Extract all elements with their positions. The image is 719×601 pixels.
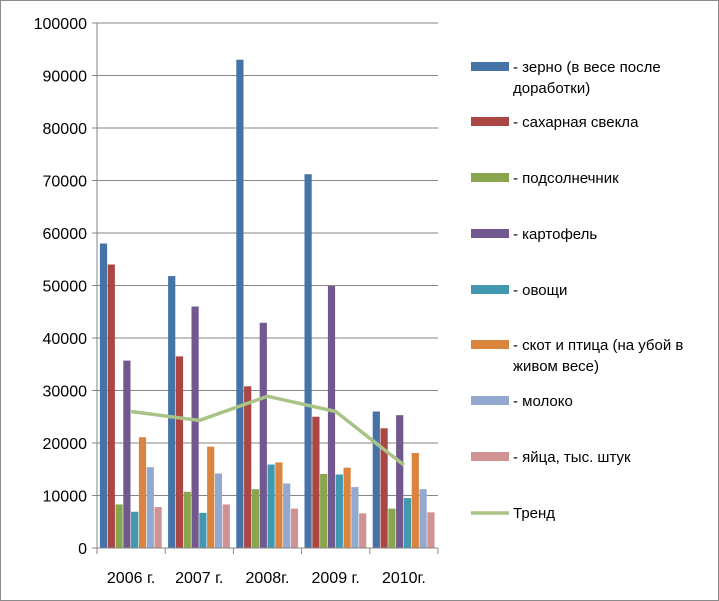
- y-tick-label: 60000: [43, 226, 88, 243]
- legend-label: - сахарная свекла: [513, 114, 639, 131]
- legend-swatch: [471, 452, 509, 461]
- bar: [267, 464, 275, 548]
- y-tick-label: 90000: [43, 69, 88, 86]
- legend-swatch: [471, 117, 509, 126]
- x-axis-tick-labels: 2006 г. 2007 г. 2008г. 2009 г. 2010г.: [107, 570, 426, 587]
- bar: [388, 508, 396, 548]
- legend-label: - молоко: [513, 393, 573, 410]
- bar: [168, 276, 176, 548]
- y-axis-tick-labels: 0 10000 20000 30000 40000 50000 60000 70000 8000…: [34, 16, 87, 558]
- bar: [312, 416, 320, 548]
- bar: [115, 504, 123, 548]
- bars: [99, 59, 435, 548]
- y-tick-label: 20000: [43, 436, 88, 453]
- x-tick-label: 2006 г.: [107, 570, 155, 587]
- bar: [372, 411, 380, 548]
- bar: [396, 415, 404, 548]
- legend-label: - подсолнечник: [513, 170, 619, 187]
- bar: [138, 437, 147, 548]
- bar: [380, 428, 388, 548]
- trend-line-group: [130, 394, 405, 467]
- bar: [327, 286, 336, 548]
- bar: [290, 508, 299, 548]
- y-tick-label: 70000: [43, 174, 88, 191]
- bar: [335, 474, 343, 548]
- bar: [107, 264, 115, 548]
- y-tick-label: 30000: [43, 384, 88, 401]
- legend-swatch: [471, 62, 509, 71]
- bar: [427, 512, 435, 548]
- bar: [343, 467, 351, 548]
- bar: [131, 511, 139, 548]
- bar: [183, 491, 191, 548]
- bar: [199, 512, 207, 548]
- legend-label: - скот и птица (на убой в живом весе): [513, 337, 683, 375]
- legend-label: Тренд: [513, 505, 555, 522]
- bar: [99, 243, 108, 548]
- x-tick-label: 2007 г.: [175, 570, 223, 587]
- legend-label: - зерно (в весе после доработки): [513, 59, 661, 97]
- legend-label: - овощи: [513, 282, 567, 299]
- bar: [214, 473, 223, 548]
- bar: [419, 489, 427, 548]
- axes: [92, 22, 439, 554]
- bar: [304, 174, 312, 548]
- legend-label: - картофель: [513, 226, 597, 243]
- bar: [320, 473, 328, 548]
- bar: [403, 498, 412, 548]
- bar: [259, 322, 267, 548]
- y-tick-label: 50000: [43, 279, 88, 296]
- bar: [244, 386, 252, 548]
- legend-swatch: [471, 173, 509, 182]
- bar: [207, 446, 215, 548]
- bar: [146, 467, 154, 548]
- x-tick-label: 2009 г.: [312, 570, 360, 587]
- legend: - зерно (в весе после доработки) - сахарна…: [471, 59, 683, 522]
- bar: [222, 504, 230, 548]
- y-tick-label: 10000: [43, 489, 88, 506]
- bar: [175, 356, 184, 548]
- y-tick-label: 80000: [43, 121, 88, 138]
- legend-swatch: [471, 340, 509, 349]
- bar: [123, 360, 131, 548]
- y-tick-label: 100000: [34, 16, 87, 33]
- bar: [191, 306, 199, 548]
- bar: [351, 487, 359, 548]
- bar: [236, 59, 244, 548]
- legend-swatch: [471, 396, 509, 405]
- gridlines: [97, 22, 438, 496]
- bar: [251, 489, 260, 548]
- legend-swatch: [471, 229, 509, 238]
- bar: [411, 452, 419, 548]
- trend-line: [130, 394, 405, 467]
- x-tick-label: 2008г.: [246, 570, 290, 587]
- bar: [359, 513, 367, 548]
- y-tick-label: 40000: [43, 331, 88, 348]
- bar: [154, 507, 162, 548]
- bar: [283, 483, 291, 548]
- legend-label: - яйца, тыс. штук: [513, 449, 631, 466]
- x-tick-label: 2010г.: [382, 570, 426, 587]
- bar: [275, 462, 283, 548]
- legend-swatch: [471, 285, 509, 294]
- y-tick-label: 0: [78, 541, 87, 558]
